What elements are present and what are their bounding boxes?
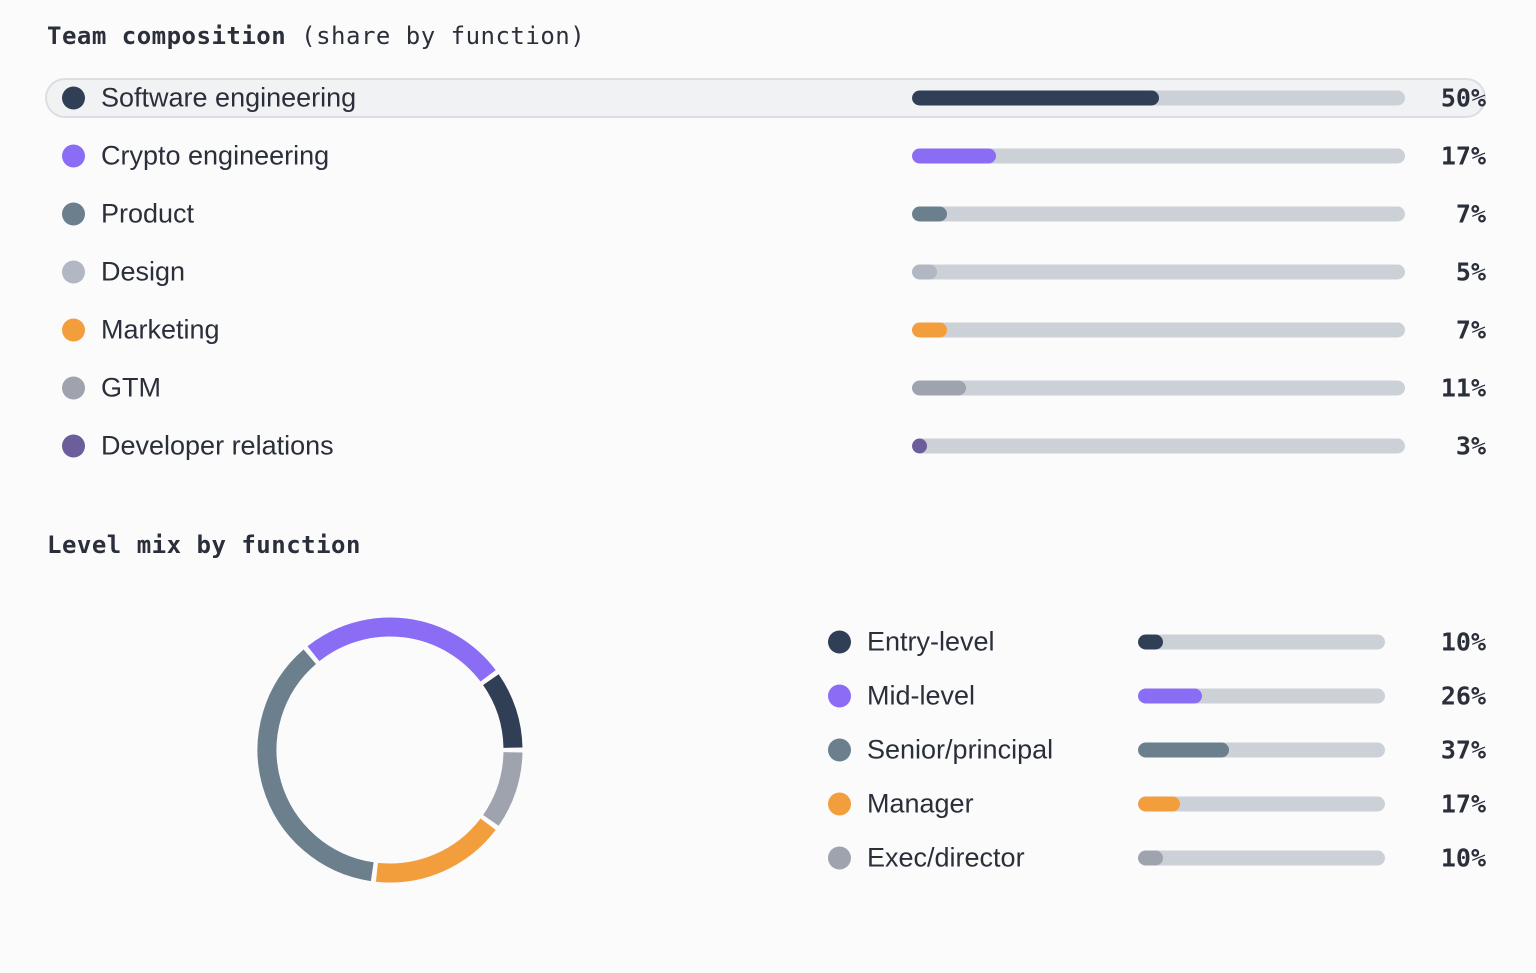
legend-dot-icon <box>62 260 85 284</box>
composition-row[interactable]: Crypto engineering 17% <box>45 136 1486 176</box>
legend-dot-icon <box>828 792 851 816</box>
level-bar-fill <box>1138 850 1163 866</box>
share-bar <box>912 322 1405 338</box>
share-bar <box>912 438 1405 454</box>
legend-dot-icon <box>62 318 85 342</box>
level-mix-title: Level mix by function <box>47 531 361 559</box>
level-bar <box>1138 796 1385 812</box>
level-label: Manager <box>867 788 974 819</box>
level-bar-fill <box>1138 742 1230 758</box>
share-bar-fill <box>912 206 947 222</box>
composition-row[interactable]: Marketing 7% <box>45 310 1486 350</box>
function-label: Marketing <box>101 314 220 345</box>
level-row: Mid-level 26% <box>45 676 1486 716</box>
level-bar-fill <box>1138 688 1203 704</box>
level-mix-donut <box>257 617 523 883</box>
share-bar-fill <box>912 322 947 338</box>
share-bar <box>912 206 1405 222</box>
share-percent: 7% <box>1455 199 1486 229</box>
share-percent: 7% <box>1455 315 1486 345</box>
level-percent: 26% <box>1440 681 1486 711</box>
share-bar-fill <box>912 90 1159 106</box>
title-bold: Team composition <box>47 22 287 50</box>
title-subtitle: (share by function) <box>301 22 586 50</box>
composition-row[interactable]: Design 5% <box>45 252 1486 292</box>
donut-slice-mid-level <box>307 617 496 682</box>
level-bar <box>1138 634 1385 650</box>
donut-slice-senior-principal <box>257 649 374 882</box>
donut-slice-exec-director <box>482 751 523 826</box>
share-bar-fill <box>912 438 927 454</box>
composition-row[interactable]: GTM 11% <box>45 368 1486 408</box>
function-label: GTM <box>101 372 161 403</box>
share-bar <box>912 264 1405 280</box>
function-label: Software engineering <box>101 82 357 113</box>
share-percent: 5% <box>1455 257 1486 287</box>
legend-dot-icon <box>828 738 851 762</box>
donut-slice-entry-level <box>482 674 523 749</box>
level-bar-fill <box>1138 634 1163 650</box>
composition-row[interactable]: Product 7% <box>45 194 1486 234</box>
share-bar-fill <box>912 380 967 396</box>
level-row: Exec/director 10% <box>45 838 1486 878</box>
legend-dot-icon <box>828 630 851 654</box>
share-bar <box>912 380 1405 396</box>
level-row: Manager 17% <box>45 784 1486 824</box>
share-percent: 11% <box>1440 373 1486 403</box>
donut-slice-manager <box>375 818 496 883</box>
function-label: Design <box>101 256 186 287</box>
level-label: Exec/director <box>867 842 1025 873</box>
share-bar <box>912 90 1405 106</box>
level-row: Entry-level 10% <box>45 622 1486 662</box>
legend-dot-icon <box>62 376 85 400</box>
level-percent: 10% <box>1440 627 1486 657</box>
composition-row[interactable]: Developer relations 3% <box>45 426 1486 466</box>
team-composition-title: Team composition (share by function) <box>47 22 585 50</box>
level-bar <box>1138 742 1385 758</box>
share-bar-fill <box>912 148 996 164</box>
level-percent: 17% <box>1440 789 1486 819</box>
level-label: Senior/principal <box>867 734 1054 765</box>
share-percent: 3% <box>1455 431 1486 461</box>
legend-dot-icon <box>62 86 85 110</box>
level-bar <box>1138 688 1385 704</box>
share-bar-fill <box>912 264 937 280</box>
level-mix-title-text: Level mix by function <box>47 531 361 559</box>
legend-dot-icon <box>828 684 851 708</box>
level-percent: 10% <box>1440 843 1486 873</box>
level-bar <box>1138 850 1385 866</box>
composition-row[interactable]: Software engineering 50% <box>45 78 1486 118</box>
level-label: Entry-level <box>867 626 995 657</box>
function-label: Developer relations <box>101 430 334 461</box>
level-bar-fill <box>1138 796 1180 812</box>
function-label: Crypto engineering <box>101 140 330 171</box>
share-bar <box>912 148 1405 164</box>
legend-dot-icon <box>62 202 85 226</box>
level-row: Senior/principal 37% <box>45 730 1486 770</box>
legend-dot-icon <box>828 846 851 870</box>
legend-dot-icon <box>62 434 85 458</box>
share-percent: 17% <box>1440 141 1486 171</box>
level-label: Mid-level <box>867 680 976 711</box>
function-label: Product <box>101 198 195 229</box>
legend-dot-icon <box>62 144 85 168</box>
share-percent: 50% <box>1440 83 1486 113</box>
level-percent: 37% <box>1440 735 1486 765</box>
